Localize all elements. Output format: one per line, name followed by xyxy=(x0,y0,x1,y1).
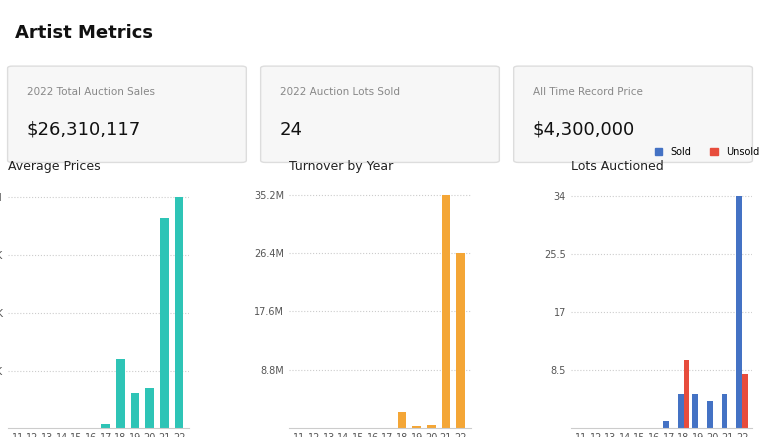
Bar xyxy=(442,194,451,428)
Bar xyxy=(175,197,183,428)
Text: $26,310,117: $26,310,117 xyxy=(27,121,141,139)
Bar xyxy=(412,426,421,428)
Bar xyxy=(663,421,669,428)
FancyBboxPatch shape xyxy=(8,66,246,163)
Legend: Sold, Unsold: Sold, Unsold xyxy=(651,143,760,161)
Bar xyxy=(722,394,727,428)
Text: 24: 24 xyxy=(280,121,302,139)
Text: Lots Auctioned: Lots Auctioned xyxy=(571,160,663,173)
Text: All Time Record Price: All Time Record Price xyxy=(533,87,643,97)
Bar xyxy=(116,359,125,428)
Bar xyxy=(131,392,139,428)
Bar xyxy=(683,360,689,428)
FancyBboxPatch shape xyxy=(261,66,499,163)
Bar xyxy=(397,412,407,428)
Text: Average Prices: Average Prices xyxy=(8,160,100,173)
Bar xyxy=(160,218,169,428)
Text: 2022 Total Auction Sales: 2022 Total Auction Sales xyxy=(27,87,155,97)
Bar xyxy=(101,424,110,428)
Bar xyxy=(456,253,465,428)
Bar xyxy=(743,374,748,428)
Text: $4,300,000: $4,300,000 xyxy=(533,121,635,139)
Bar xyxy=(692,394,698,428)
Text: Turnover by Year: Turnover by Year xyxy=(289,160,394,173)
Bar xyxy=(678,394,683,428)
Bar xyxy=(736,197,743,428)
Bar xyxy=(707,401,713,428)
Text: 2022 Auction Lots Sold: 2022 Auction Lots Sold xyxy=(280,87,400,97)
FancyBboxPatch shape xyxy=(514,66,752,163)
Bar xyxy=(145,388,154,428)
Text: Artist Metrics: Artist Metrics xyxy=(15,24,153,42)
Bar xyxy=(427,425,435,428)
